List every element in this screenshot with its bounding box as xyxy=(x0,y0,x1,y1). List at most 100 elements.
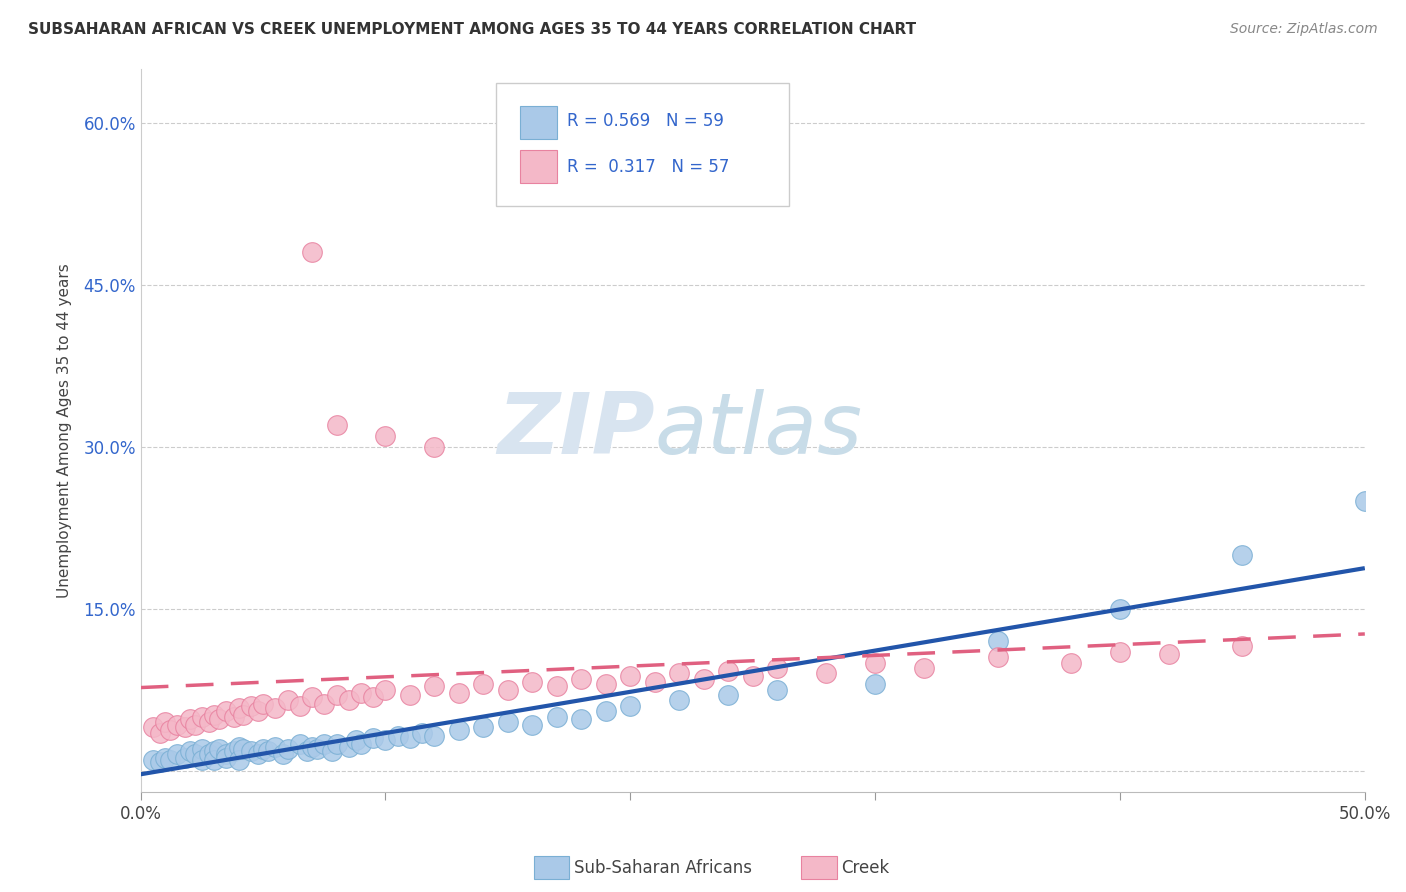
Point xyxy=(232,742,254,756)
Text: Source: ZipAtlas.com: Source: ZipAtlas.com xyxy=(1230,22,1378,37)
Point xyxy=(166,718,188,732)
Point xyxy=(252,742,274,756)
Text: R =  0.317   N = 57: R = 0.317 N = 57 xyxy=(567,158,730,176)
Y-axis label: Unemployment Among Ages 35 to 44 years: Unemployment Among Ages 35 to 44 years xyxy=(58,263,72,598)
Point xyxy=(522,718,544,732)
Point xyxy=(222,744,245,758)
Point xyxy=(159,723,181,737)
Point xyxy=(717,665,740,679)
Text: atlas: atlas xyxy=(655,389,863,472)
Point xyxy=(153,750,176,764)
Point xyxy=(183,747,205,762)
Point xyxy=(264,739,287,754)
Point xyxy=(741,668,763,682)
Point xyxy=(766,682,789,697)
Point xyxy=(912,661,935,675)
Point xyxy=(337,693,360,707)
Point xyxy=(595,677,617,691)
Point xyxy=(222,709,245,723)
Point xyxy=(1109,645,1132,659)
Point xyxy=(149,755,172,769)
Point xyxy=(546,709,568,723)
FancyBboxPatch shape xyxy=(520,151,557,183)
Point xyxy=(447,723,470,737)
Point xyxy=(179,712,201,726)
Point xyxy=(1354,493,1376,508)
Point xyxy=(252,697,274,711)
FancyBboxPatch shape xyxy=(520,106,557,139)
Point xyxy=(159,753,181,767)
Point xyxy=(142,753,165,767)
Point xyxy=(228,739,250,754)
Point xyxy=(191,709,214,723)
Point xyxy=(423,729,446,743)
Point xyxy=(619,698,641,713)
Point xyxy=(325,737,347,751)
Point xyxy=(411,726,433,740)
Point xyxy=(191,753,214,767)
Point xyxy=(1109,601,1132,615)
Point xyxy=(361,731,384,746)
Point xyxy=(239,698,262,713)
Point xyxy=(277,742,299,756)
Point xyxy=(693,672,716,686)
Point xyxy=(228,753,250,767)
Point xyxy=(337,739,360,754)
Point xyxy=(496,714,519,729)
Point xyxy=(301,690,323,705)
Point xyxy=(208,742,231,756)
Point xyxy=(374,733,396,747)
Point xyxy=(288,698,311,713)
Point xyxy=(325,417,347,432)
Point xyxy=(387,729,409,743)
Text: Creek: Creek xyxy=(841,859,889,877)
Point xyxy=(247,747,270,762)
Point xyxy=(546,680,568,694)
Point xyxy=(153,714,176,729)
Point xyxy=(288,737,311,751)
Point xyxy=(668,666,690,681)
Point xyxy=(399,688,422,702)
Point xyxy=(766,661,789,675)
Point xyxy=(149,726,172,740)
Point xyxy=(191,742,214,756)
Point xyxy=(569,672,592,686)
Point xyxy=(569,712,592,726)
Point xyxy=(350,737,373,751)
Point xyxy=(215,704,238,718)
Point xyxy=(472,721,495,735)
Point xyxy=(344,733,367,747)
Point xyxy=(264,701,287,715)
Point xyxy=(295,744,318,758)
Point xyxy=(183,718,205,732)
Point xyxy=(314,737,336,751)
Point xyxy=(232,707,254,722)
Point xyxy=(1157,647,1180,661)
Point xyxy=(228,701,250,715)
Point xyxy=(1060,656,1083,670)
Point xyxy=(305,742,328,756)
Point xyxy=(350,686,373,700)
Point xyxy=(374,682,396,697)
FancyBboxPatch shape xyxy=(496,83,789,206)
Point xyxy=(202,753,225,767)
Point xyxy=(815,666,838,681)
Point xyxy=(321,744,343,758)
Point xyxy=(863,677,886,691)
Point xyxy=(166,747,188,762)
Text: ZIP: ZIP xyxy=(498,389,655,472)
Text: R = 0.569   N = 59: R = 0.569 N = 59 xyxy=(567,112,724,129)
Point xyxy=(595,704,617,718)
Point xyxy=(447,686,470,700)
Point xyxy=(717,688,740,702)
Point xyxy=(277,693,299,707)
Point xyxy=(987,634,1010,648)
Point xyxy=(361,690,384,705)
Point xyxy=(987,650,1010,665)
Point xyxy=(374,429,396,443)
Point xyxy=(247,704,270,718)
Point xyxy=(215,747,238,762)
Point xyxy=(202,744,225,758)
Point xyxy=(1232,548,1254,562)
Point xyxy=(472,677,495,691)
